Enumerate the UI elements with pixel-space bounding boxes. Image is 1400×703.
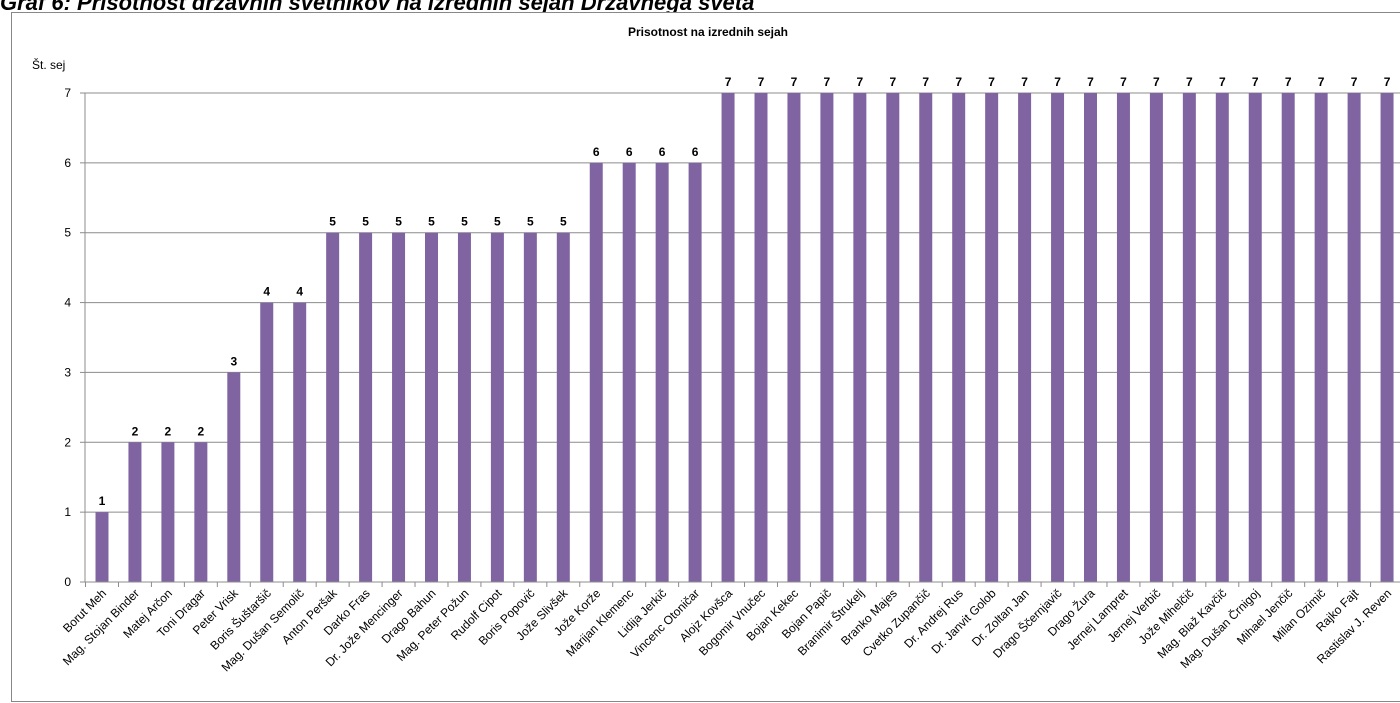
- gridlines: [85, 92, 1400, 513]
- bar: [820, 93, 834, 582]
- bar: [754, 93, 768, 582]
- data-label: 6: [593, 145, 600, 159]
- bar: [457, 232, 471, 582]
- data-label: 7: [1219, 75, 1226, 89]
- bar: [1051, 93, 1065, 582]
- data-label: 6: [626, 145, 633, 159]
- data-label: 6: [692, 145, 699, 159]
- data-label: 7: [1186, 75, 1193, 89]
- data-label: 7: [922, 75, 929, 89]
- axes: [80, 92, 1400, 587]
- y-tick-label: 1: [64, 505, 71, 519]
- bar: [1149, 93, 1163, 582]
- data-label: 5: [329, 215, 336, 229]
- bar: [490, 232, 504, 582]
- bar: [886, 93, 900, 582]
- bar: [1314, 93, 1328, 582]
- bar: [985, 93, 999, 582]
- y-tick-label: 2: [64, 435, 71, 449]
- data-label: 7: [1351, 75, 1358, 89]
- data-label: 1: [99, 494, 106, 508]
- data-label: 7: [889, 75, 896, 89]
- data-label: 4: [263, 285, 270, 299]
- bar: [787, 93, 801, 582]
- data-label: 3: [230, 354, 237, 368]
- data-label: 5: [527, 215, 534, 229]
- data-label: 7: [758, 75, 765, 89]
- y-tick-label: 5: [64, 226, 71, 240]
- bar: [1215, 93, 1229, 582]
- bar: [1380, 93, 1394, 582]
- data-label: 7: [988, 75, 995, 89]
- bar: [326, 232, 340, 582]
- y-tick-label: 3: [64, 365, 71, 379]
- bar: [194, 442, 208, 582]
- bar: [392, 232, 406, 582]
- data-label: 7: [1285, 75, 1292, 89]
- data-label: 7: [1153, 75, 1160, 89]
- bar: [655, 162, 669, 582]
- data-label: 2: [132, 424, 139, 438]
- data-label: 7: [1318, 75, 1325, 89]
- bar: [1347, 93, 1361, 582]
- data-label: 5: [494, 215, 501, 229]
- bar: [919, 93, 933, 582]
- data-label: 7: [824, 75, 831, 89]
- y-tick-label: 0: [64, 575, 71, 589]
- bar: [1018, 93, 1032, 582]
- bar-chart: Prisotnost na izrednih sejah Št. sej 0 1 2…: [32, 25, 1400, 674]
- data-label: 7: [1054, 75, 1061, 89]
- bar: [293, 302, 307, 582]
- bars: [95, 93, 1394, 582]
- bar: [128, 442, 142, 582]
- data-label: 6: [659, 145, 666, 159]
- bar: [688, 162, 702, 582]
- bar: [1281, 93, 1295, 582]
- chart-frame: Prisotnost na izrednih sejah Št. sej 0 1 2…: [11, 12, 1400, 702]
- bar: [721, 93, 735, 582]
- data-label: 7: [725, 75, 732, 89]
- bar: [1116, 93, 1130, 582]
- data-label: 7: [1384, 75, 1391, 89]
- data-label: 2: [198, 424, 205, 438]
- bar: [359, 232, 373, 582]
- bar: [589, 162, 603, 582]
- data-label: 5: [428, 215, 435, 229]
- data-label: 7: [1252, 75, 1259, 89]
- bar: [260, 302, 274, 582]
- data-label: 4: [296, 285, 303, 299]
- data-label: 7: [1120, 75, 1127, 89]
- bar: [1248, 93, 1262, 582]
- data-label: 7: [955, 75, 962, 89]
- bar: [556, 232, 570, 582]
- bar: [227, 372, 241, 582]
- data-label: 7: [1087, 75, 1094, 89]
- data-label: 7: [857, 75, 864, 89]
- bar: [95, 512, 109, 582]
- y-tick-label: 7: [64, 86, 71, 100]
- data-label: 5: [560, 215, 567, 229]
- data-label: 7: [1021, 75, 1028, 89]
- bar: [853, 93, 867, 582]
- y-tick-label: 6: [64, 156, 71, 170]
- data-label: 2: [165, 424, 172, 438]
- page-title: Graf 6: Prisotnost državnih svetnikov na…: [0, 0, 755, 15]
- data-label: 5: [362, 215, 369, 229]
- data-label: 7: [791, 75, 798, 89]
- y-axis-title: Št. sej: [32, 57, 65, 72]
- bar: [1182, 93, 1196, 582]
- bar: [161, 442, 175, 582]
- data-label: 5: [461, 215, 468, 229]
- data-label: 5: [395, 215, 402, 229]
- y-tick-label: 4: [64, 296, 71, 310]
- bar: [952, 93, 966, 582]
- bar: [622, 162, 636, 582]
- bar: [523, 232, 537, 582]
- chart-title: Prisotnost na izrednih sejah: [628, 25, 788, 39]
- bar: [1084, 93, 1097, 582]
- bar: [425, 232, 438, 582]
